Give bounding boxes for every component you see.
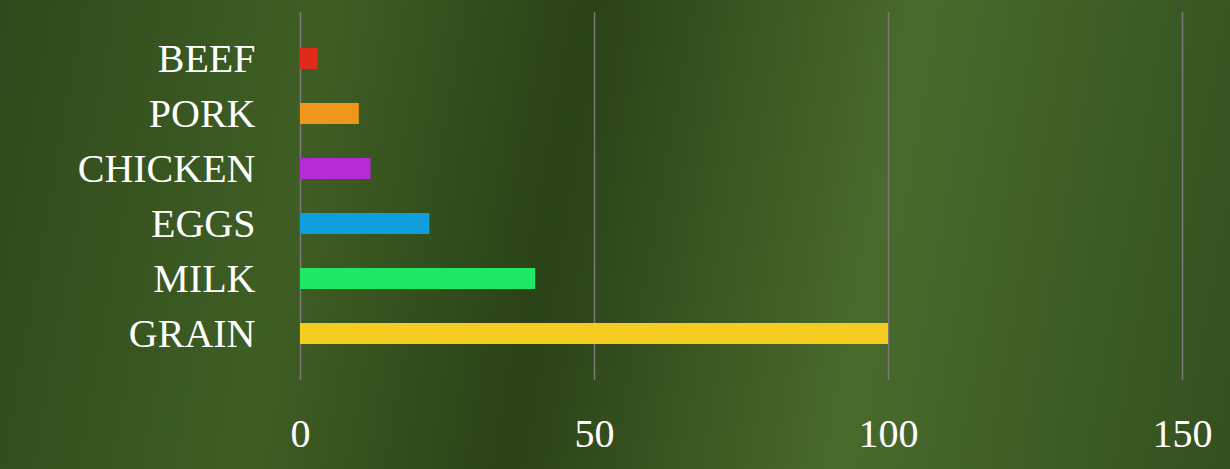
- svg-text:GRAIN: GRAIN: [129, 311, 256, 356]
- svg-text:BEEF: BEEF: [158, 36, 256, 81]
- svg-text:50: 50: [575, 411, 615, 456]
- svg-text:MILK: MILK: [153, 256, 255, 301]
- svg-text:0: 0: [291, 411, 311, 456]
- svg-text:150: 150: [1153, 411, 1213, 456]
- svg-text:PORK: PORK: [149, 91, 256, 136]
- svg-text:EGGS: EGGS: [151, 201, 255, 246]
- svg-text:CHICKEN: CHICKEN: [78, 146, 256, 191]
- svg-text:100: 100: [859, 411, 919, 456]
